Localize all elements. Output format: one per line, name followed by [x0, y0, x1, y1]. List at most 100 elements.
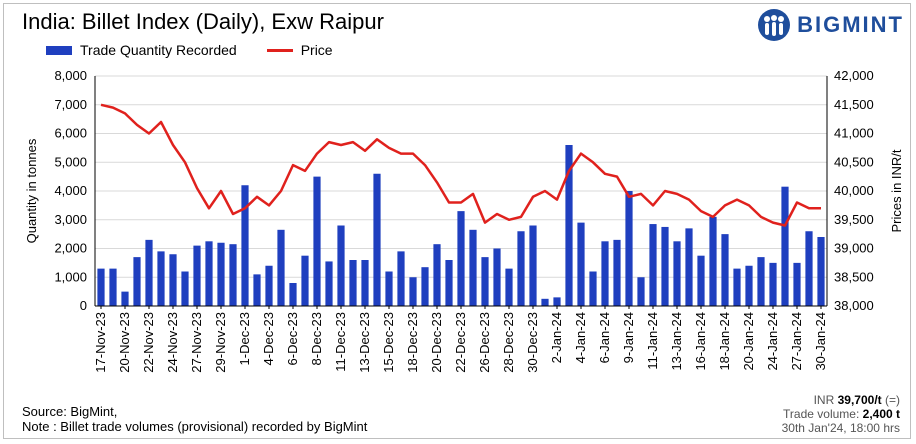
x-tick-label: 13-Dec-23 [357, 312, 372, 373]
volume-value: 2,400 t [862, 407, 900, 421]
x-tick-label: 29-Nov-23 [213, 312, 228, 373]
x-tick-label: 2-Jan-24 [549, 312, 564, 363]
price-currency: INR [813, 393, 835, 407]
left-tick-label: 8,000 [54, 68, 87, 83]
quantity-bar [553, 297, 561, 306]
quantity-bar [649, 224, 657, 306]
quantity-bar [277, 229, 285, 306]
x-tick-label: 15-Dec-23 [381, 312, 396, 373]
quantity-bar [721, 234, 729, 306]
legend-bar-swatch [46, 45, 72, 55]
quantity-bar [661, 226, 669, 306]
quantity-bar [301, 255, 309, 306]
quantity-bar [769, 262, 777, 306]
right-tick-label: 39,500 [834, 212, 874, 227]
legend-entry-quantity: Trade Quantity Recorded [80, 42, 237, 58]
quantity-bar [217, 242, 225, 306]
x-tick-label: 6-Jan-24 [597, 312, 612, 363]
x-tick-label: 27-Nov-23 [189, 312, 204, 373]
quantity-bar [805, 231, 813, 306]
quantity-bar [421, 267, 429, 306]
quantity-bar [517, 231, 525, 306]
quantity-bar [637, 277, 645, 306]
quantity-bar [457, 211, 465, 306]
x-tick-label: 20-Dec-23 [429, 312, 444, 373]
quantity-bar [613, 239, 621, 306]
right-tick-label: 40,500 [834, 154, 874, 169]
quantity-bar [817, 237, 825, 306]
quantity-bar [469, 229, 477, 306]
right-axis-ticks: 38,000 38,500 39,000 39,500 40,000 40,500 41,0… [834, 68, 874, 313]
right-tick-label: 39,000 [834, 241, 874, 256]
quantity-bar [709, 216, 717, 306]
bigmint-logo-icon [758, 9, 791, 41]
volume-label: Trade volume: [783, 407, 860, 421]
x-tick-label: 8-Dec-23 [309, 312, 324, 365]
right-tick-label: 41,500 [834, 97, 874, 112]
x-tick-label: 6-Dec-23 [285, 312, 300, 365]
x-tick-label: 20-Nov-23 [117, 312, 132, 373]
x-tick-label: 22-Nov-23 [141, 312, 156, 373]
price-series [100, 103, 821, 227]
quantity-bar [313, 176, 321, 306]
left-tick-label: 0 [80, 298, 87, 313]
x-tick-label: 11-Jan-24 [645, 312, 660, 370]
left-tick-label: 4,000 [54, 183, 87, 198]
chart-frame [3, 3, 911, 439]
quantity-bar [445, 260, 453, 306]
footer-notes: Source: BigMint, Note : Billet trade vol… [22, 404, 367, 434]
quantity-bar [181, 271, 189, 306]
quantity-bar [289, 283, 297, 306]
price-line [100, 103, 821, 227]
quantity-bar [229, 244, 237, 306]
x-tick-label: 13-Jan-24 [669, 312, 684, 371]
left-axis-ticks: 0 1,000 2,000 3,000 4,000 5,000 6,000 7,000 8,00… [54, 68, 87, 313]
x-tick-label: 17-Nov-23 [93, 312, 108, 373]
left-tick-label: 2,000 [54, 241, 87, 256]
right-axis-title: Prices in INR/t [889, 149, 904, 232]
quantity-bar [193, 245, 201, 306]
left-tick-label: 6,000 [54, 126, 87, 141]
quantity-bar [397, 251, 405, 306]
x-tick-label: 1-Dec-23 [237, 312, 252, 365]
quantity-bar [529, 225, 537, 306]
right-tick-label: 38,500 [834, 269, 874, 284]
quantity-bar [409, 277, 417, 306]
price-summary-line: INR 39,700/t (=) [782, 393, 900, 407]
quantity-bar [793, 262, 801, 306]
quantity-bar [133, 257, 141, 306]
x-tick-label: 20-Jan-24 [741, 312, 756, 371]
x-tick-label: 18-Jan-24 [717, 312, 732, 371]
brand-logo: BIGMINT [757, 8, 904, 42]
x-tick-label: 4-Jan-24 [573, 312, 588, 363]
source-text: Source: BigMint, [22, 404, 118, 419]
quantity-bar [673, 241, 681, 306]
left-tick-label: 5,000 [54, 154, 87, 169]
quantity-bar [577, 222, 585, 306]
x-tick-label: 30-Jan-24 [813, 312, 828, 371]
quantity-bar [505, 268, 513, 306]
quantity-bar [685, 228, 693, 306]
volume-line: Trade volume: 2,400 t [782, 407, 900, 421]
quantity-bar [121, 291, 129, 306]
right-tick-label: 40,000 [834, 183, 874, 198]
quantity-bar [253, 274, 261, 306]
quantity-bar [697, 255, 705, 306]
brand-name: BIGMINT [797, 12, 904, 37]
x-tick-label: 30-Dec-23 [525, 312, 540, 373]
legend-entry-price: Price [300, 42, 333, 58]
x-tick-label: 11-Dec-23 [333, 312, 348, 372]
quantity-bar [541, 298, 549, 306]
right-tick-label: 38,000 [834, 298, 874, 313]
quantity-bar [109, 268, 117, 306]
quantity-bar [481, 257, 489, 306]
quantity-bar [349, 260, 357, 306]
bar-series [97, 145, 825, 306]
quantity-bar [169, 254, 177, 306]
x-axis-ticks: 17-Nov-23 20-Nov-23 22-Nov-23 24-Nov-23 27-N… [93, 306, 828, 373]
quantity-bar [265, 265, 273, 306]
left-tick-label: 1,000 [54, 269, 87, 284]
right-tick-label: 41,000 [834, 126, 874, 141]
quantity-bar [205, 241, 213, 306]
